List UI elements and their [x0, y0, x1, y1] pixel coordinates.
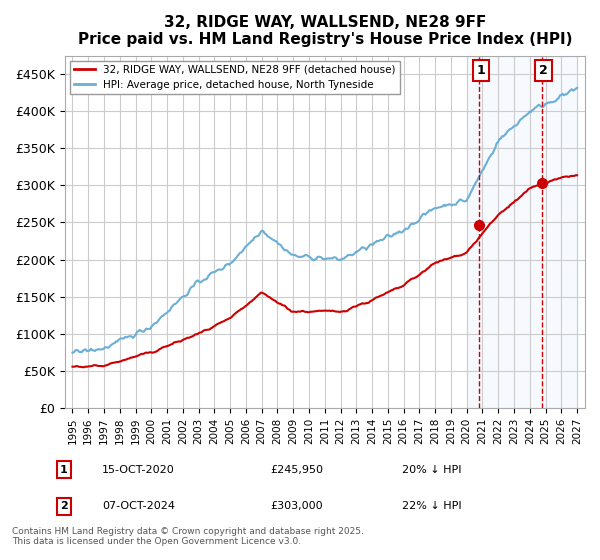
Text: 20% ↓ HPI: 20% ↓ HPI	[402, 465, 461, 475]
Title: 32, RIDGE WAY, WALLSEND, NE28 9FF
Price paid vs. HM Land Registry's House Price : 32, RIDGE WAY, WALLSEND, NE28 9FF Price …	[77, 15, 572, 48]
Text: 2: 2	[539, 64, 548, 77]
Text: £303,000: £303,000	[270, 501, 323, 511]
Legend: 32, RIDGE WAY, WALLSEND, NE28 9FF (detached house), HPI: Average price, detached: 32, RIDGE WAY, WALLSEND, NE28 9FF (detac…	[70, 60, 400, 94]
Text: 1: 1	[476, 64, 485, 77]
Text: £245,950: £245,950	[270, 465, 323, 475]
Text: 22% ↓ HPI: 22% ↓ HPI	[402, 501, 461, 511]
Text: 2: 2	[60, 501, 68, 511]
Bar	[467, 55, 577, 408]
Text: 15-OCT-2020: 15-OCT-2020	[102, 465, 175, 475]
Text: 1: 1	[60, 465, 68, 475]
Text: 07-OCT-2024: 07-OCT-2024	[102, 501, 175, 511]
Text: Contains HM Land Registry data © Crown copyright and database right 2025.
This d: Contains HM Land Registry data © Crown c…	[12, 526, 364, 546]
